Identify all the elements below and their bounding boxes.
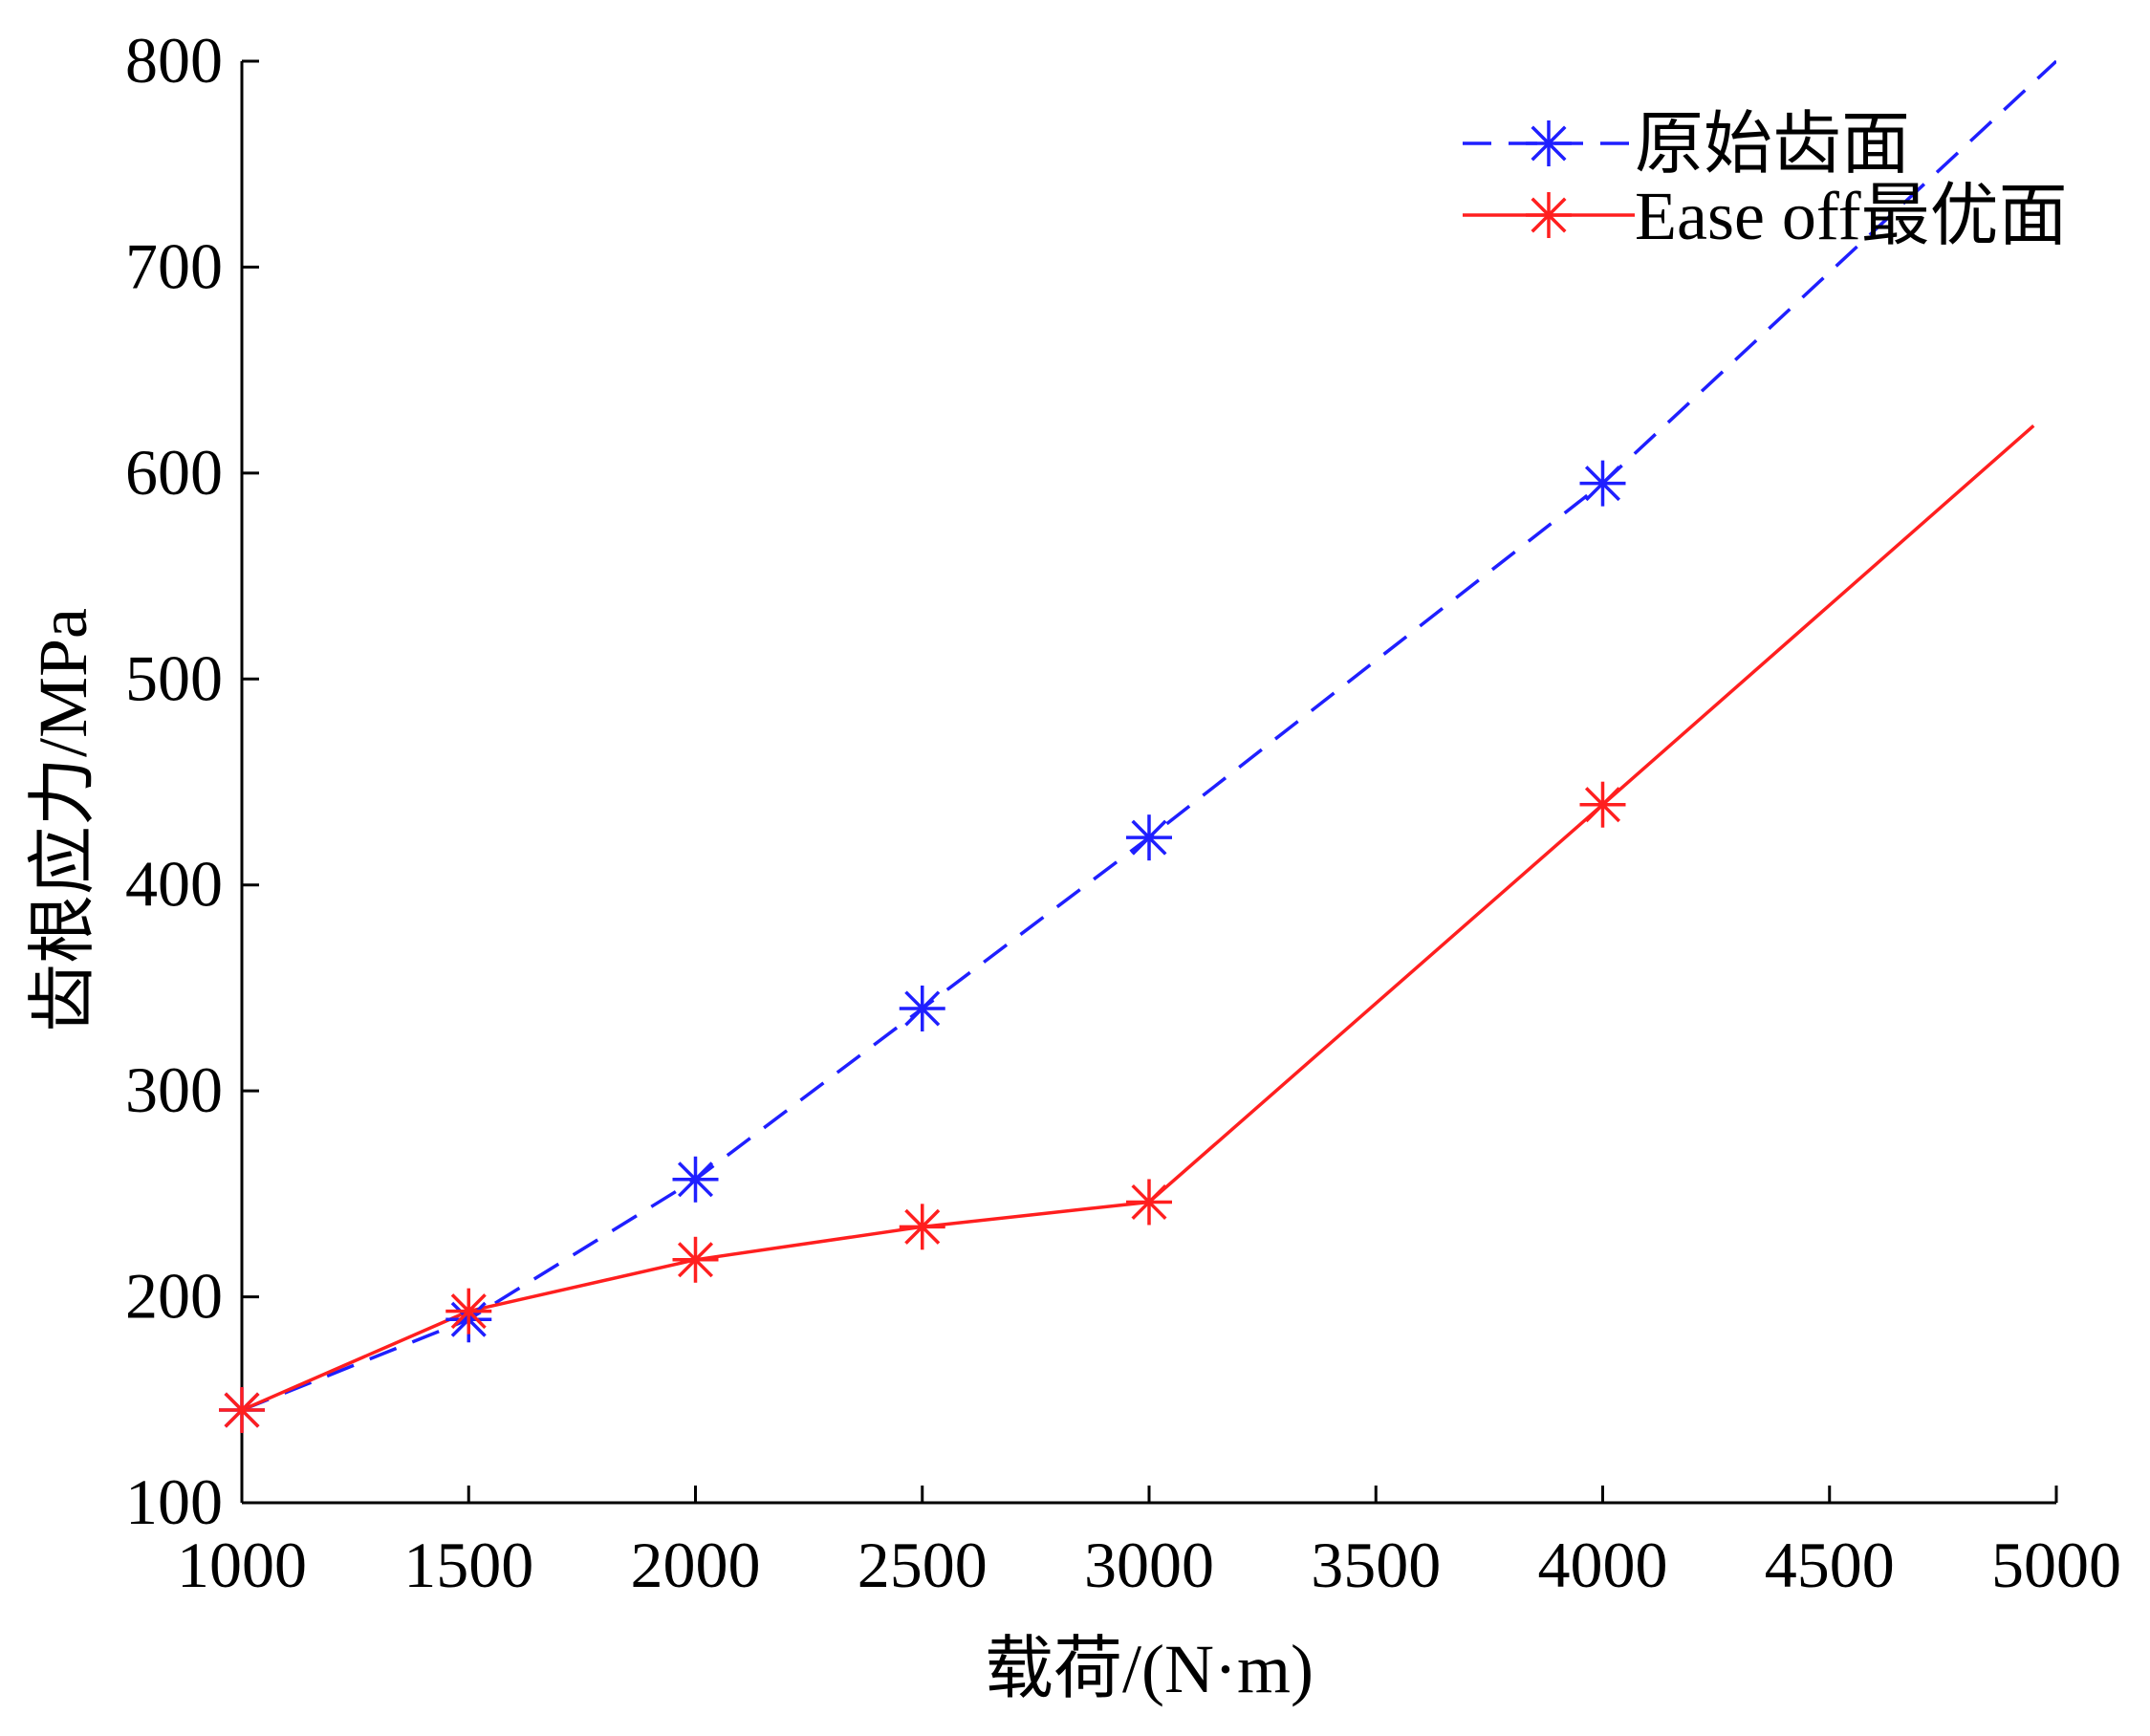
legend-marker-2 xyxy=(1526,192,1572,238)
y-tick-label: 800 xyxy=(125,24,223,97)
data-point-series-1 xyxy=(899,985,945,1031)
x-tick-label: 1000 xyxy=(177,1529,307,1601)
x-tick-label: 1500 xyxy=(403,1529,533,1601)
data-point-series-1 xyxy=(1579,460,1626,507)
axes xyxy=(240,59,2058,1505)
x-tick-label: 2000 xyxy=(631,1529,761,1601)
y-tick-label: 500 xyxy=(125,641,223,714)
x-tick-label: 3500 xyxy=(1311,1529,1441,1601)
axis-labels: 100 200 300 400 500 600 700 800 1000 1500 2000 2500… xyxy=(25,24,2121,1707)
x-axis-title: 载荷/(N·m) xyxy=(985,1631,1314,1707)
x-tick-label: 3000 xyxy=(1084,1529,1214,1601)
y-tick-label: 600 xyxy=(125,436,223,509)
marker-layer xyxy=(219,460,1626,1434)
y-tick-label: 700 xyxy=(125,229,223,302)
data-point-series-2 xyxy=(219,1387,265,1434)
y-tick-label: 100 xyxy=(125,1465,223,1538)
y-tick-label: 400 xyxy=(125,848,223,921)
x-tick-label: 2500 xyxy=(858,1529,988,1601)
x-tick-label: 4000 xyxy=(1538,1529,1668,1601)
data-point-series-1 xyxy=(672,1156,719,1203)
data-point-series-2 xyxy=(1126,1179,1172,1226)
data-point-series-2 xyxy=(445,1288,492,1335)
x-tick-label: 4500 xyxy=(1765,1529,1895,1601)
data-point-series-1 xyxy=(1126,814,1172,861)
legend-marker-1 xyxy=(1526,120,1572,166)
y-tick-label: 300 xyxy=(125,1053,223,1126)
legend-label-1: 原始齿面 xyxy=(1635,106,1910,183)
data-point-series-2 xyxy=(899,1204,945,1250)
y-axis-title: 齿根应力/MPa xyxy=(25,608,101,1032)
legend-label-2: Ease off最优面 xyxy=(1635,178,2068,254)
series-line-2 xyxy=(242,423,2035,1412)
data-point-series-2 xyxy=(672,1236,719,1283)
x-tick-label: 5000 xyxy=(1991,1529,2121,1601)
data-point-series-2 xyxy=(1579,781,1626,828)
y-tick-label: 200 xyxy=(125,1260,223,1333)
